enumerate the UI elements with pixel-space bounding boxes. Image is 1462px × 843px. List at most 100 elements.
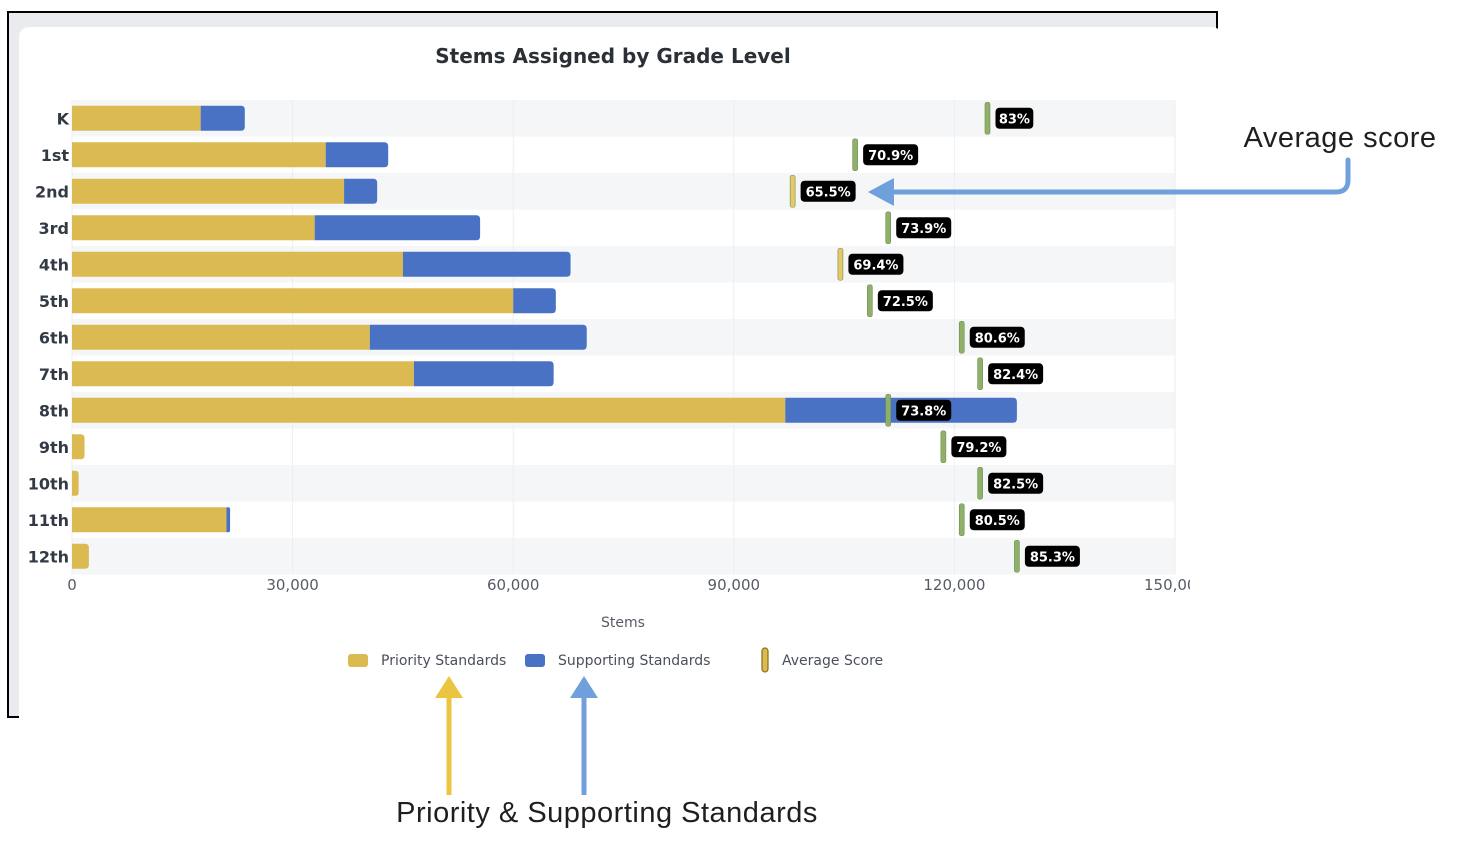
category-label: 2nd bbox=[35, 182, 69, 201]
score-marker bbox=[984, 101, 991, 135]
category-label: 5th bbox=[39, 292, 69, 311]
x-tick-label: 0 bbox=[67, 576, 77, 594]
bar-priority bbox=[72, 178, 345, 204]
bar-supporting bbox=[513, 288, 556, 314]
bar-priority bbox=[72, 507, 227, 533]
category-label: 6th bbox=[39, 328, 69, 347]
x-tick-label: 150,000 bbox=[1144, 576, 1206, 594]
score-marker bbox=[977, 466, 983, 500]
category-label: 10th bbox=[28, 474, 69, 493]
legend-label: Priority Standards bbox=[381, 653, 506, 669]
legend-swatch-average-score bbox=[761, 647, 769, 673]
category-label: 7th bbox=[39, 365, 69, 384]
category-label: 4th bbox=[39, 255, 69, 274]
score-label: 85.3% bbox=[1030, 550, 1075, 565]
category-label: K bbox=[57, 109, 70, 128]
bar-supporting bbox=[402, 251, 571, 277]
category-labels: K 1st 2nd 3rd 4th 5th 6th 7th 8th 9th 10th 11th 12th bbox=[28, 109, 70, 566]
score-marker bbox=[885, 211, 892, 245]
score-label: 73.9% bbox=[901, 222, 946, 237]
score-label-bg bbox=[969, 326, 1025, 348]
legend: Priority Standards Supporting Standards Av… bbox=[348, 647, 883, 673]
bar-priority bbox=[72, 361, 414, 387]
score-label-bg bbox=[848, 253, 904, 275]
score-label-bg bbox=[969, 509, 1025, 531]
category-label: 1st bbox=[41, 146, 70, 165]
average-score-annotation: Average score bbox=[1244, 122, 1437, 154]
bar-priority bbox=[72, 288, 514, 314]
x-axis-title: Stems bbox=[601, 615, 645, 631]
score-label: 69.4% bbox=[853, 258, 898, 273]
score-label: 82.5% bbox=[993, 477, 1038, 492]
bar-priority bbox=[72, 434, 85, 460]
category-label: 8th bbox=[39, 401, 69, 420]
score-label-bg bbox=[896, 217, 952, 239]
x-tick-label: 120,000 bbox=[923, 576, 985, 594]
category-label: 3rd bbox=[39, 219, 69, 238]
legend-swatch-priority bbox=[348, 654, 368, 667]
score-label: 72.5% bbox=[883, 295, 928, 310]
bar-supporting bbox=[325, 142, 389, 168]
score-label: 79.2% bbox=[956, 441, 1001, 456]
score-label: 73.8% bbox=[901, 404, 946, 419]
score-marker bbox=[940, 430, 947, 464]
bar-priority bbox=[72, 543, 89, 569]
supporting-arrowhead bbox=[570, 676, 598, 698]
score-label-bg bbox=[896, 399, 952, 421]
bar-supporting bbox=[413, 361, 554, 387]
legend-label: Supporting Standards bbox=[558, 653, 710, 669]
category-label: 12th bbox=[28, 547, 69, 566]
bar-supporting bbox=[369, 324, 587, 350]
score-label: 83% bbox=[999, 112, 1030, 127]
average-score-arrow bbox=[889, 157, 1351, 195]
score-label-bg bbox=[800, 180, 856, 202]
bar-supporting bbox=[226, 507, 231, 533]
score-marker bbox=[789, 174, 796, 208]
average-score-markers: 83% 70.9% 65.5% 73.9% 69.4% 72.5% 80.6% 82.4% 73… bbox=[789, 101, 1080, 573]
bar-supporting bbox=[200, 105, 245, 131]
legend-swatch-supporting bbox=[525, 654, 545, 667]
bar-supporting bbox=[314, 215, 481, 241]
row-band bbox=[72, 538, 1175, 575]
score-label-bg bbox=[988, 472, 1044, 494]
score-label-bg bbox=[995, 107, 1034, 129]
legend-label: Average Score bbox=[782, 653, 883, 669]
score-marker bbox=[885, 393, 892, 427]
score-marker bbox=[977, 357, 983, 391]
category-label: 11th bbox=[28, 511, 69, 530]
score-label-bg bbox=[863, 144, 919, 166]
score-label-bg bbox=[1024, 545, 1080, 567]
chart-title: Stems Assigned by Grade Level bbox=[435, 44, 790, 68]
score-marker bbox=[852, 138, 858, 172]
bar-priority bbox=[72, 105, 201, 131]
score-label-bg bbox=[988, 363, 1044, 385]
score-label-bg bbox=[877, 290, 933, 312]
score-label: 80.5% bbox=[975, 514, 1020, 529]
bar-priority bbox=[72, 470, 79, 496]
score-marker bbox=[837, 247, 844, 281]
score-label-bg bbox=[951, 436, 1007, 458]
score-marker bbox=[958, 503, 965, 537]
x-tick-label: 30,000 bbox=[266, 576, 319, 594]
annotations: Average score Priority & Supporting Stand… bbox=[396, 122, 1436, 829]
score-label: 70.9% bbox=[868, 149, 913, 164]
score-label: 82.4% bbox=[993, 368, 1038, 383]
score-marker bbox=[867, 284, 873, 318]
bars bbox=[72, 105, 1017, 569]
bar-priority bbox=[72, 324, 370, 350]
standards-annotation: Priority & Supporting Standards bbox=[396, 797, 818, 829]
score-marker bbox=[958, 320, 965, 354]
category-label: 9th bbox=[39, 438, 69, 457]
x-tick-label: 60,000 bbox=[487, 576, 540, 594]
score-label: 80.6% bbox=[975, 331, 1020, 346]
bar-supporting bbox=[344, 178, 378, 204]
row-band bbox=[72, 100, 1175, 137]
score-label: 65.5% bbox=[806, 185, 851, 200]
x-tick-labels: 0 30,000 60,000 90,000 120,000 150,000 bbox=[67, 576, 1206, 594]
x-tick-label: 90,000 bbox=[708, 576, 761, 594]
bar-priority bbox=[72, 397, 786, 423]
bar-priority bbox=[72, 142, 326, 168]
score-marker bbox=[1014, 539, 1020, 573]
bar-priority bbox=[72, 215, 315, 241]
